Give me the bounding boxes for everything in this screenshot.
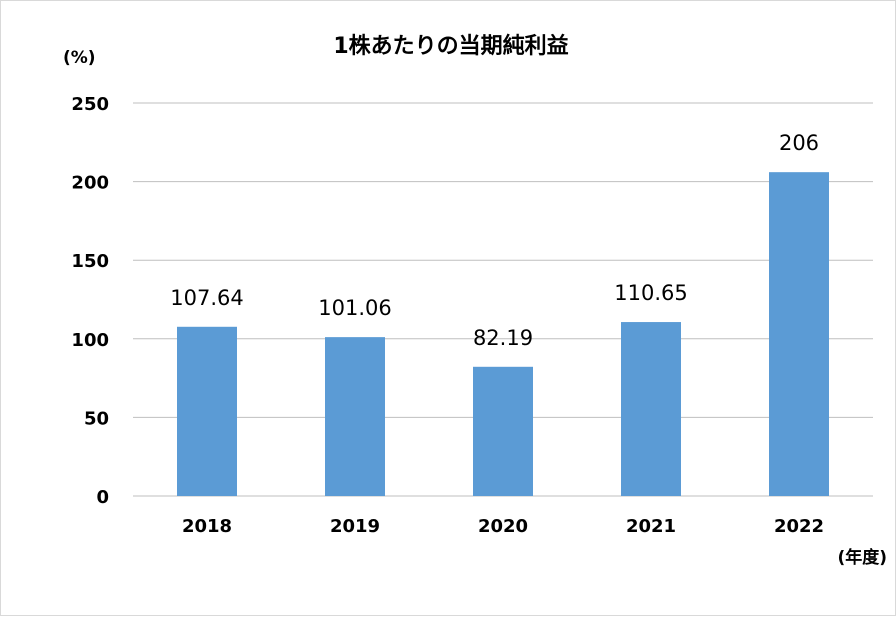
x-axis-unit: (年度) <box>837 547 887 568</box>
x-tick-label: 2019 <box>330 516 380 537</box>
data-label: 206 <box>779 131 819 155</box>
y-tick-label: 200 <box>71 173 109 194</box>
x-tick-label: 2022 <box>774 516 824 537</box>
data-label: 82.19 <box>473 326 533 350</box>
bars <box>177 172 829 496</box>
bar <box>325 337 385 496</box>
data-label: 107.64 <box>170 286 243 310</box>
data-label: 101.06 <box>318 296 391 320</box>
bar <box>177 326 237 496</box>
y-tick-label: 100 <box>71 330 109 351</box>
x-axis-ticks: 2018 2019 2020 2021 2022 <box>182 516 824 537</box>
x-tick-label: 2020 <box>478 516 528 537</box>
y-axis-ticks: 0 50 100 150 200 250 <box>71 94 109 508</box>
bar <box>769 172 829 496</box>
data-labels: 107.64 101.06 82.19 110.65 206 <box>170 131 819 350</box>
chart-title: 1株あたりの当期純利益 <box>333 33 568 59</box>
y-axis-unit: (%) <box>63 48 96 68</box>
data-label: 110.65 <box>614 281 687 305</box>
y-tick-label: 0 <box>96 487 109 508</box>
y-tick-label: 250 <box>71 94 109 115</box>
x-tick-label: 2021 <box>626 516 676 537</box>
bar <box>473 366 533 496</box>
gridlines <box>133 102 873 497</box>
bar <box>621 322 681 496</box>
y-tick-label: 50 <box>84 408 109 429</box>
y-tick-label: 150 <box>71 251 109 272</box>
x-tick-label: 2018 <box>182 516 232 537</box>
